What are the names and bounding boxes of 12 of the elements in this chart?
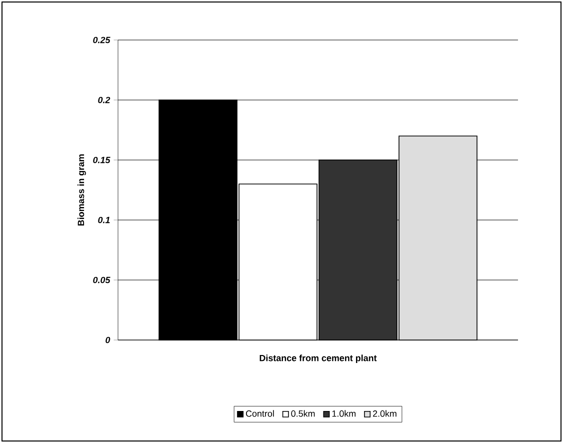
y-axis-title: Biomass in gram	[78, 154, 86, 226]
x-axis-title: Distance from cement plant	[260, 354, 377, 363]
y-tick-label: 0.25	[93, 36, 110, 44]
legend-label: 0.5km	[291, 410, 315, 417]
y-tick-label: 0.05	[93, 276, 110, 284]
y-tick-label: 0.2	[98, 96, 110, 104]
legend-label: 2.0km	[372, 410, 396, 417]
y-tick-label: 0.1	[98, 216, 110, 224]
legend-label: Control	[246, 410, 274, 417]
legend-label: 1.0km	[332, 410, 356, 417]
y-tick-label: 0.15	[93, 156, 110, 164]
y-tick-label: 0	[106, 336, 110, 344]
